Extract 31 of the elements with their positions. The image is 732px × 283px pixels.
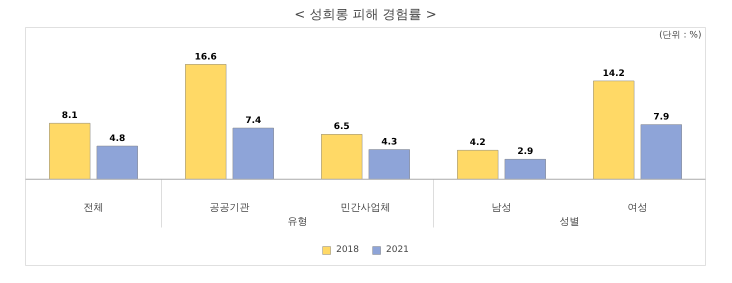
bar	[232, 128, 274, 180]
x-tick-label: 전체	[84, 202, 104, 214]
bar	[321, 134, 362, 180]
data-label: 2.9	[517, 147, 534, 158]
data-label: 4.3	[381, 137, 398, 148]
data-label: 14.2	[602, 68, 625, 79]
bar	[593, 80, 634, 180]
bar	[457, 150, 498, 180]
legend-label: 2018	[336, 245, 359, 255]
bar	[185, 64, 226, 180]
bar	[640, 124, 682, 180]
x-tick-label: 공공기관	[210, 202, 250, 214]
x-tick-label: 여성	[628, 202, 648, 214]
text: 성별	[560, 216, 580, 228]
data-label: 16.6	[194, 52, 217, 62]
text: (단위 : %)	[659, 30, 702, 40]
bar	[49, 122, 90, 180]
x-tick-label: 민간사업체	[340, 202, 390, 214]
chart-title: < 성희롱 피해 경험률 >	[294, 8, 437, 22]
x-tick-label: 남성	[492, 202, 512, 214]
bar	[504, 158, 546, 180]
text: 유형	[288, 216, 308, 228]
legend-label: 2021	[386, 245, 409, 255]
bar	[368, 149, 410, 180]
data-label: 8.1	[62, 111, 78, 122]
data-label: 6.5	[334, 122, 350, 132]
data-label: 7.9	[653, 112, 670, 123]
bar	[96, 146, 138, 180]
data-label: 4.2	[470, 138, 486, 148]
data-label: 4.8	[109, 134, 126, 144]
data-label: 7.4	[245, 116, 262, 126]
